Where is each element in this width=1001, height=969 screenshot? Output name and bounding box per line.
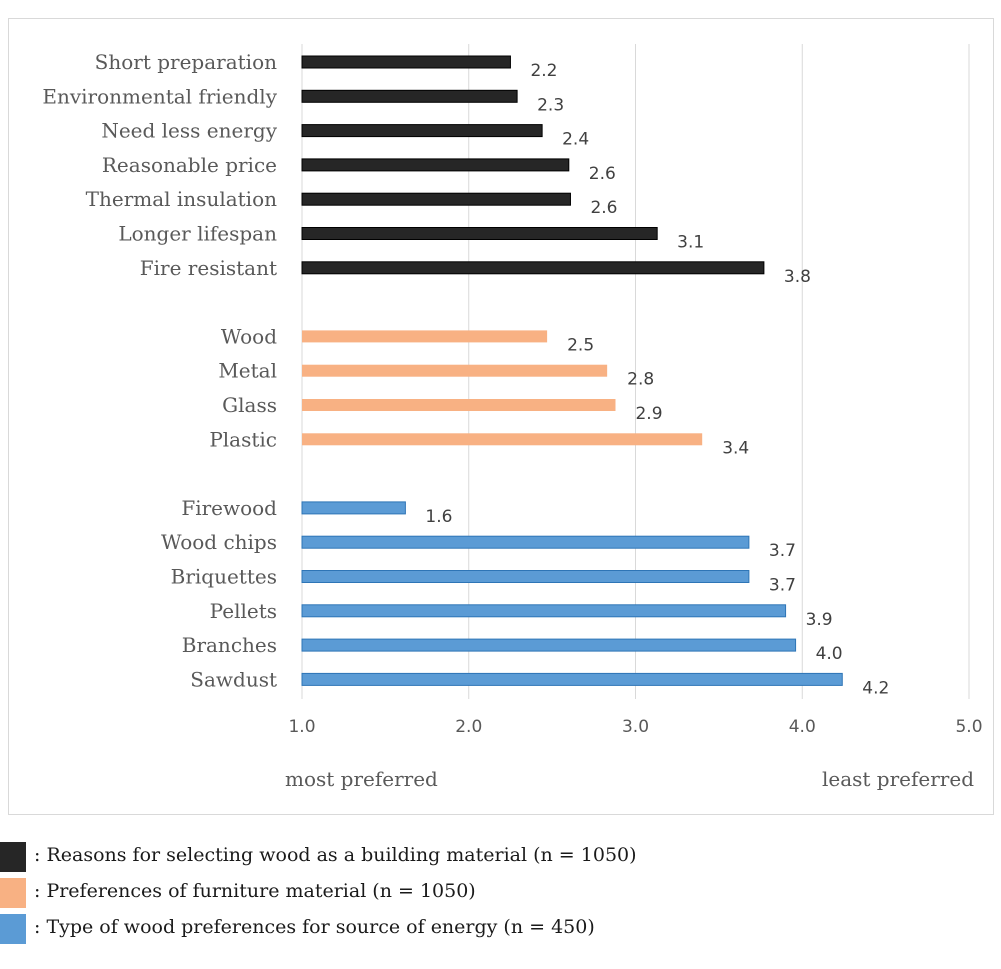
data-label: 3.7 bbox=[769, 576, 796, 596]
category-label: Pellets bbox=[210, 599, 277, 623]
category-label: Briquettes bbox=[171, 565, 277, 589]
category-label: Branches bbox=[182, 633, 277, 657]
bar bbox=[301, 55, 511, 69]
bar bbox=[301, 227, 658, 240]
category-label: Wood chips bbox=[161, 530, 277, 554]
bar bbox=[301, 672, 843, 686]
legend-swatch-building bbox=[0, 842, 26, 872]
legend-item-building: : Reasons for selecting wood as a buildi… bbox=[0, 840, 1001, 876]
legend-text-building: : Reasons for selecting wood as a buildi… bbox=[34, 844, 637, 866]
bar bbox=[301, 570, 750, 583]
bar bbox=[302, 433, 703, 446]
bar-chart: Short preparation 2.2 Environmental friend… bbox=[42, 44, 983, 791]
legend-text-energy: : Type of wood preferences for source of… bbox=[34, 916, 595, 938]
data-label: 3.7 bbox=[769, 541, 796, 561]
bar bbox=[302, 399, 616, 411]
category-label: Fire resistant bbox=[140, 256, 277, 280]
bar bbox=[301, 89, 518, 103]
category-label: Glass bbox=[222, 393, 277, 417]
data-label: 3.8 bbox=[784, 267, 811, 287]
data-label: 2.5 bbox=[567, 335, 594, 355]
data-label: 3.9 bbox=[806, 610, 833, 630]
bar bbox=[302, 330, 548, 343]
legend-swatch-furniture bbox=[0, 878, 26, 908]
category-label: Short preparation bbox=[95, 50, 277, 74]
data-label: 4.0 bbox=[816, 644, 843, 664]
category-label: Firewood bbox=[181, 496, 277, 520]
legend-text-furniture: : Preferences of furniture material (n =… bbox=[34, 880, 476, 902]
data-label: 3.1 bbox=[677, 233, 704, 253]
x-tick-label: 5.0 bbox=[955, 717, 982, 737]
legend-item-energy: : Type of wood preferences for source of… bbox=[0, 912, 1001, 948]
data-label: 2.6 bbox=[589, 164, 616, 184]
bar bbox=[301, 535, 750, 549]
legend: : Reasons for selecting wood as a buildi… bbox=[0, 840, 1001, 948]
data-label: 2.6 bbox=[590, 198, 617, 218]
data-label: 2.3 bbox=[537, 95, 564, 115]
category-label: Plastic bbox=[209, 427, 277, 451]
data-label: 2.9 bbox=[635, 404, 662, 424]
category-label: Sawdust bbox=[190, 667, 277, 691]
category-label: Environmental friendly bbox=[42, 84, 277, 108]
category-label: Thermal insulation bbox=[86, 187, 277, 211]
data-label: 4.2 bbox=[862, 678, 889, 698]
x-tick-label: 4.0 bbox=[789, 717, 816, 737]
bar bbox=[302, 364, 608, 377]
x-tick-label: 2.0 bbox=[455, 717, 482, 737]
data-label: 3.4 bbox=[722, 438, 749, 458]
bar bbox=[301, 124, 543, 138]
category-label: Wood bbox=[221, 324, 277, 348]
x-axis-note-left: most preferred bbox=[285, 767, 438, 791]
chart-frame: Short preparation 2.2 Environmental friend… bbox=[8, 18, 994, 815]
bar bbox=[301, 158, 570, 172]
data-label: 1.6 bbox=[425, 507, 452, 527]
legend-swatch-energy bbox=[0, 914, 26, 944]
bar bbox=[301, 192, 571, 206]
bar bbox=[301, 261, 765, 275]
x-tick-label: 3.0 bbox=[622, 717, 649, 737]
bar bbox=[301, 638, 797, 652]
category-label: Reasonable price bbox=[102, 153, 277, 177]
category-label: Longer lifespan bbox=[118, 222, 277, 246]
bar bbox=[301, 501, 406, 515]
category-label: Metal bbox=[218, 359, 277, 383]
bar bbox=[301, 604, 787, 618]
category-label: Need less energy bbox=[101, 119, 277, 143]
legend-item-furniture: : Preferences of furniture material (n =… bbox=[0, 876, 1001, 912]
data-label: 2.4 bbox=[562, 130, 589, 150]
x-axis-note-right: least preferred bbox=[822, 767, 974, 791]
data-label: 2.2 bbox=[530, 61, 557, 81]
data-label: 2.8 bbox=[627, 370, 654, 390]
x-tick-label: 1.0 bbox=[288, 717, 315, 737]
